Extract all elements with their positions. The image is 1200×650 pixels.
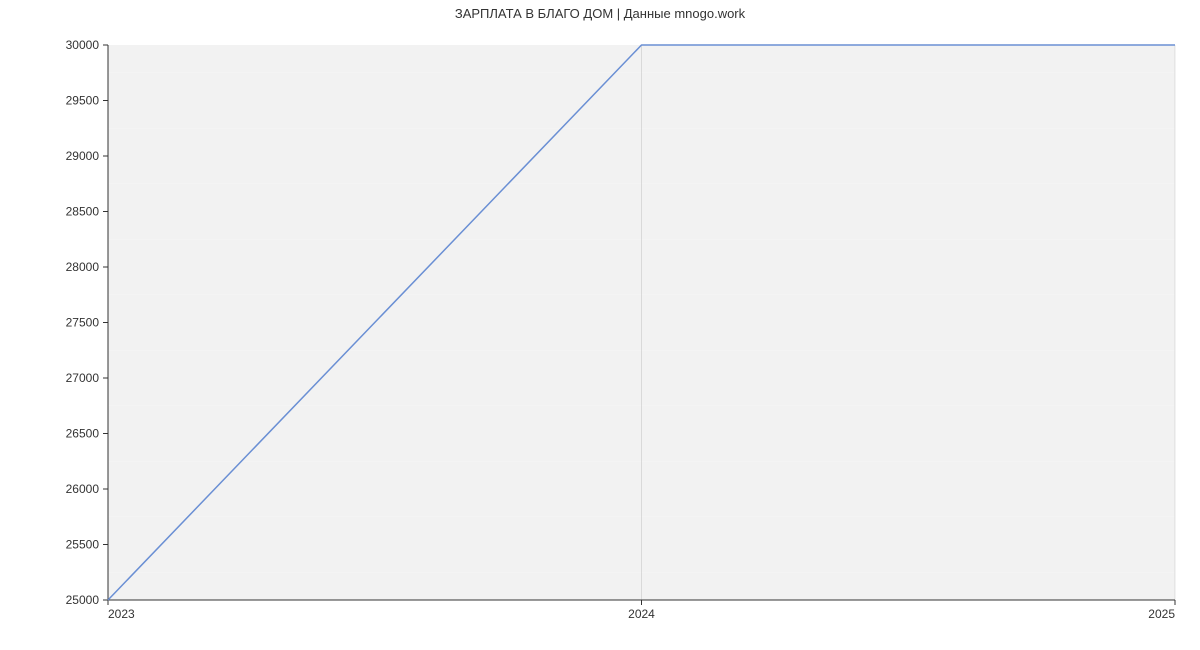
y-tick-label: 27500 bbox=[66, 316, 100, 330]
y-tick-label: 27000 bbox=[66, 371, 100, 385]
y-tick-label: 25500 bbox=[66, 538, 100, 552]
y-tick-label: 29500 bbox=[66, 94, 100, 108]
salary-line-chart: ЗАРПЛАТА В БЛАГО ДОМ | Данные mnogo.work… bbox=[0, 0, 1200, 650]
x-tick-label: 2025 bbox=[1148, 607, 1175, 621]
y-tick-label: 26000 bbox=[66, 482, 100, 496]
y-tick-label: 28500 bbox=[66, 205, 100, 219]
chart-svg: 25000 25500 26000 26500 27000 27500 28000 28500… bbox=[0, 0, 1200, 650]
y-tick-label: 28000 bbox=[66, 260, 100, 274]
y-tick-label: 26500 bbox=[66, 427, 100, 441]
x-tick-label: 2024 bbox=[628, 607, 655, 621]
x-tick-label: 2023 bbox=[108, 607, 135, 621]
y-tick-label: 30000 bbox=[66, 38, 100, 52]
y-tick-label: 25000 bbox=[66, 593, 100, 607]
y-tick-label: 29000 bbox=[66, 149, 100, 163]
